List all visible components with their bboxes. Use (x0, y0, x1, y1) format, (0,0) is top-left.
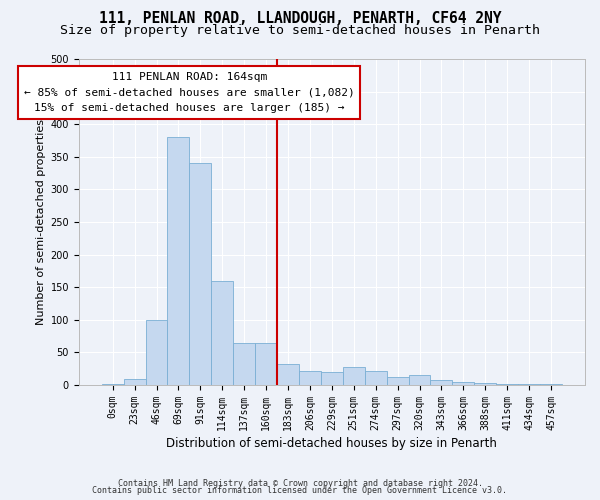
Bar (452, 382, 475, 385)
Text: Contains HM Land Registry data © Crown copyright and database right 2024.: Contains HM Land Registry data © Crown c… (118, 478, 482, 488)
X-axis label: Distribution of semi-detached houses by size in Penarth: Distribution of semi-detached houses by … (166, 437, 497, 450)
Bar (190, 164, 211, 385)
Bar (386, 378, 409, 385)
Y-axis label: Number of semi-detached properties: Number of semi-detached properties (36, 119, 46, 325)
Bar (365, 370, 386, 385)
Bar (518, 384, 540, 385)
Text: Size of property relative to semi-detached houses in Penarth: Size of property relative to semi-detach… (60, 24, 540, 37)
Bar (343, 368, 365, 385)
Bar (102, 384, 124, 385)
Text: 111, PENLAN ROAD, LLANDOUGH, PENARTH, CF64 2NY: 111, PENLAN ROAD, LLANDOUGH, PENARTH, CF… (99, 11, 501, 26)
Bar (475, 383, 496, 385)
Bar (277, 364, 299, 385)
Bar (233, 342, 255, 385)
Text: 111 PENLAN ROAD: 164sqm
← 85% of semi-detached houses are smaller (1,082)
15% of: 111 PENLAN ROAD: 164sqm ← 85% of semi-de… (24, 72, 355, 113)
Bar (167, 138, 190, 385)
Text: Contains public sector information licensed under the Open Government Licence v3: Contains public sector information licen… (92, 486, 508, 495)
Bar (430, 380, 452, 385)
Bar (496, 384, 518, 385)
Bar (540, 384, 562, 385)
Bar (409, 376, 430, 385)
Bar (299, 370, 321, 385)
Bar (124, 378, 146, 385)
Bar (321, 372, 343, 385)
Bar (146, 320, 167, 385)
Bar (255, 342, 277, 385)
Bar (211, 280, 233, 385)
